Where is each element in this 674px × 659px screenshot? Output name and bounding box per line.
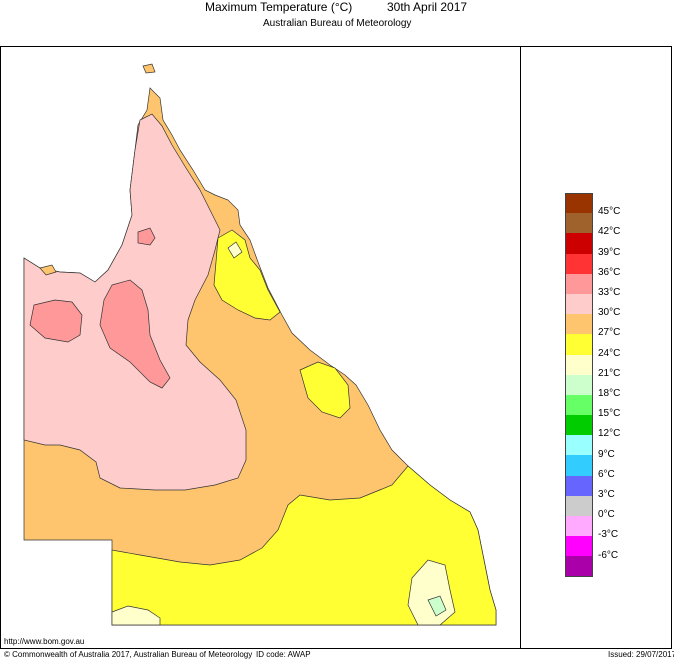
region-cool-south (111, 465, 497, 626)
copyright-notice: © Commonwealth of Australia 2017, Austra… (4, 650, 253, 659)
legend-label: 42°C (598, 226, 621, 238)
legend-label: 6°C (598, 468, 615, 480)
island-west (39, 264, 57, 276)
region-cooler-north (227, 241, 243, 259)
legend-label: 24°C (598, 347, 621, 359)
legend-swatch (565, 314, 593, 335)
map-title: Maximum Temperature (°C) (205, 0, 353, 14)
legend-swatch (565, 495, 593, 516)
id-code: ID code: AWAP (256, 650, 311, 659)
title-row: Maximum Temperature (°C) 30th April 2017 (0, 0, 674, 18)
legend-label: 27°C (598, 327, 621, 339)
legend-label: 18°C (598, 388, 621, 399)
legend-label: 21°C (598, 367, 621, 379)
legend-swatch (565, 293, 593, 315)
queensland-temperature-map (23, 63, 497, 626)
legend-swatch (565, 516, 593, 537)
legend-label: -3°C (598, 529, 619, 541)
region-hot-central (99, 279, 171, 389)
legend-label: -6°C (598, 549, 619, 561)
legend-swatch (565, 455, 593, 476)
legend-swatch (565, 536, 593, 557)
legend-label: 12°C (598, 428, 621, 440)
legend-swatch (565, 354, 593, 375)
region-hot-north (137, 227, 156, 246)
legend-swatch (565, 253, 593, 274)
legend-swatch (565, 213, 593, 234)
map-frame (0, 46, 672, 649)
legend-swatch (565, 556, 593, 577)
source-url[interactable]: http://www.bom.gov.au (4, 637, 85, 646)
island-north (142, 63, 156, 74)
temperature-legend (565, 193, 593, 577)
legend-swatch (565, 334, 593, 355)
legend-label: 3°C (598, 489, 615, 500)
legend-divider (520, 46, 521, 649)
legend-label: 45°C (598, 206, 621, 218)
legend-label: 39°C (598, 246, 621, 258)
map-subtitle: Australian Bureau of Meteorology (263, 18, 412, 29)
region-hot-west (29, 299, 83, 343)
region-cooler-southwest (111, 605, 161, 626)
legend-label: 36°C (598, 266, 621, 278)
map-date: 30th April 2017 (387, 0, 468, 14)
legend-label: 15°C (598, 408, 621, 420)
legend-swatch (565, 233, 593, 254)
legend-swatch (565, 415, 593, 436)
legend-label: 33°C (598, 287, 621, 298)
region-coolest-southeast (427, 595, 447, 617)
legend-label: 0°C (598, 509, 615, 521)
legend-swatch (565, 374, 593, 395)
region-cool-inland (299, 361, 351, 419)
issued-date: Issued: 29/07/2017 (608, 650, 674, 659)
legend-swatch (565, 193, 593, 214)
legend-swatch (565, 273, 593, 294)
legend-swatch (565, 435, 593, 456)
legend-label: 9°C (598, 448, 615, 460)
legend-label: 30°C (598, 307, 621, 319)
legend-swatch (565, 394, 593, 416)
legend-swatch (565, 475, 593, 496)
